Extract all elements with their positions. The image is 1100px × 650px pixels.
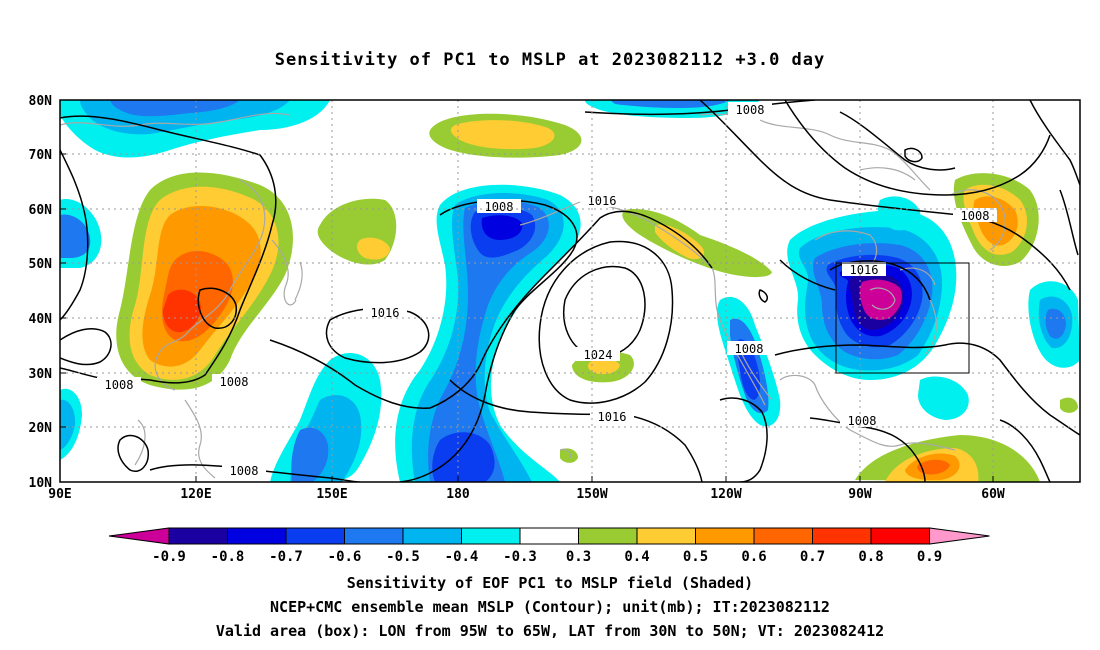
lon-label: 120W xyxy=(710,487,741,502)
colorbar-cell xyxy=(870,527,930,545)
lat-label: 70N xyxy=(29,148,53,163)
colorbar-tick-label: -0.7 xyxy=(269,549,303,565)
svg-text:1024: 1024 xyxy=(584,348,613,362)
colorbar-tick-label: -0.3 xyxy=(503,549,537,565)
lat-label: 20N xyxy=(29,421,53,436)
svg-text:1008: 1008 xyxy=(230,464,259,478)
colorbar-cell xyxy=(402,527,462,545)
colorbar-cell xyxy=(578,527,638,545)
colorbar-cell xyxy=(753,527,813,545)
lon-label: 180 xyxy=(446,487,470,502)
lat-label: 50N xyxy=(29,257,53,272)
lat-label: 30N xyxy=(29,367,53,382)
west-pacific-negative xyxy=(60,199,382,482)
colorbar-tick-label: 0.5 xyxy=(683,549,708,565)
asia-positive-anomaly xyxy=(116,172,293,390)
lat-label: 60N xyxy=(29,203,53,218)
gridlines xyxy=(60,100,1080,482)
axis-ticks xyxy=(60,153,994,482)
svg-text:1008: 1008 xyxy=(848,414,877,428)
svg-text:1008: 1008 xyxy=(961,209,990,223)
arctic-negative xyxy=(60,100,760,158)
svg-text:1008: 1008 xyxy=(105,378,134,392)
svg-text:1008: 1008 xyxy=(220,375,249,389)
caption-valid-area: Valid area (box): LON from 95W to 65W, L… xyxy=(215,622,885,640)
contour-label: 1008 xyxy=(97,377,141,392)
colorbar-cell xyxy=(285,527,345,545)
svg-text:1016: 1016 xyxy=(598,410,627,424)
latitude-labels: 80N 70N 60N 50N 40N 30N 20N 10N xyxy=(29,94,53,491)
colorbar: -0.9 -0.8 -0.7 -0.6 -0.5 -0.4 -0.3 0.3 0.4 0.5 0.6… xyxy=(108,527,990,565)
contour-label: 1016 xyxy=(580,193,624,208)
colorbar-cell xyxy=(461,527,521,545)
colorbar-tick-label: -0.5 xyxy=(386,549,420,565)
colorbar-cell xyxy=(636,527,696,545)
lon-label: 90E xyxy=(48,487,71,502)
colorbar-cell xyxy=(227,527,287,545)
map-frame xyxy=(59,99,1081,483)
colorbar-tick-label: 0.9 xyxy=(917,549,942,565)
colorbar-cell xyxy=(168,527,228,545)
contour-label: 1008 xyxy=(222,463,266,478)
contour-label: 1016 xyxy=(363,305,407,320)
contour-label: 1008 xyxy=(728,102,772,117)
contour-label: 1008 xyxy=(212,374,256,389)
lon-label: 90W xyxy=(848,487,872,502)
contour-label: 1016 xyxy=(842,262,886,277)
contour-label: 1008 xyxy=(953,208,997,223)
colorbar-cell xyxy=(344,527,404,545)
svg-text:1016: 1016 xyxy=(371,306,400,320)
colorbar-tick-label: 0.6 xyxy=(741,549,766,565)
colorbar-tick-label: -0.6 xyxy=(328,549,362,565)
colorbar-cell xyxy=(929,527,990,545)
caption-contour: NCEP+CMC ensemble mean MSLP (Contour); u… xyxy=(270,598,830,616)
colorbar-cell xyxy=(695,527,755,545)
svg-text:1016: 1016 xyxy=(850,263,879,277)
svg-text:1008: 1008 xyxy=(736,103,765,117)
map-title: Sensitivity of PC1 to MSLP at 2023082112… xyxy=(274,50,826,70)
longitude-labels: 90E 120E 150E 180 150W 120W 90W 60W xyxy=(48,487,1005,502)
colorbar-tick-label: -0.9 xyxy=(152,549,186,565)
colorbar-tick-label: 0.3 xyxy=(566,549,591,565)
contour-label: 1024 xyxy=(576,347,620,362)
contour-labels: 1008 1008 1016 1008 1016 1008 1008 1024 … xyxy=(97,102,997,478)
colorbar-cell xyxy=(812,527,872,545)
contour-label: 1008 xyxy=(477,199,521,214)
north-pacific-positive xyxy=(317,113,772,383)
colorbar-cell xyxy=(108,527,170,545)
valid-area-box xyxy=(835,262,970,374)
colorbar-tick-label: 0.7 xyxy=(800,549,825,565)
caption-shading: Sensitivity of EOF PC1 to MSLP field (Sh… xyxy=(346,574,754,592)
lat-label: 40N xyxy=(29,312,53,327)
colorbar-cell xyxy=(519,527,579,545)
central-pacific-negative xyxy=(395,184,581,482)
lat-label: 80N xyxy=(29,94,53,109)
colorbar-tick-label: -0.4 xyxy=(445,549,479,565)
colorbar-tick-label: -0.8 xyxy=(211,549,245,565)
lon-label: 60W xyxy=(981,487,1005,502)
svg-text:1008: 1008 xyxy=(485,200,514,214)
contour-label: 1008 xyxy=(840,413,884,428)
contour-label: 1008 xyxy=(727,341,771,356)
lon-label: 150E xyxy=(316,487,347,502)
contour-label: 1016 xyxy=(590,409,634,424)
svg-text:1016: 1016 xyxy=(588,194,617,208)
lon-label: 120E xyxy=(180,487,211,502)
lat-label: 10N xyxy=(29,476,53,491)
svg-text:1008: 1008 xyxy=(735,342,764,356)
lon-label: 150W xyxy=(576,487,607,502)
colorbar-tick-label: 0.8 xyxy=(858,549,883,565)
colorbar-tick-label: 0.4 xyxy=(624,549,649,565)
